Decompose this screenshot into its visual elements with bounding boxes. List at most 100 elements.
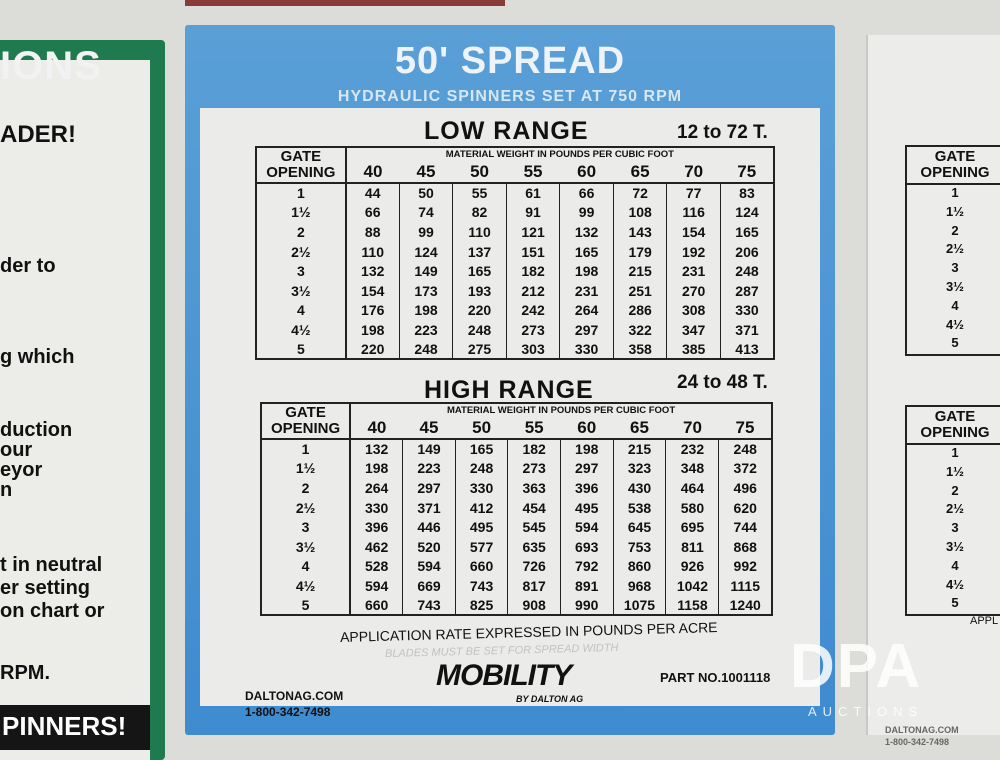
rate-cell: 198: [345, 320, 400, 340]
rate-cell: 165: [735, 223, 759, 240]
gate-opening-cell: 3½: [256, 280, 347, 301]
gate-opening-cell: 2½: [945, 241, 965, 257]
weight-column-header: 65: [613, 161, 667, 184]
material-weight-header: MATERIAL WEIGHT IN POUNDS PER CUBIC FOOT: [445, 149, 674, 160]
rate-cell: 330: [735, 302, 759, 319]
rate-cell: 396: [350, 517, 404, 537]
rate-cell: 496: [733, 479, 757, 496]
rate-cell: 743: [402, 595, 456, 616]
weight-column-header: 70: [665, 417, 719, 440]
rate-cell: 330: [559, 339, 614, 360]
rate-cell: 116: [666, 202, 721, 223]
table-row: 1 44 50 55 61 66 72 77 83: [256, 183, 774, 203]
rate-cell: 77: [666, 183, 721, 203]
rate-cell: 413: [735, 341, 759, 358]
rate-cell: 303: [506, 339, 561, 360]
rate-cell: 110: [452, 222, 507, 242]
gate-opening-cell: 4½: [256, 320, 347, 340]
gate-opening-cell: 3: [261, 517, 352, 537]
rate-cell: 330: [455, 478, 509, 498]
gate-opening-cell: 3: [951, 260, 959, 276]
weight-column-header: 75: [720, 161, 774, 184]
gate-opening-cell: 1: [951, 185, 959, 200]
rate-cell: 297: [402, 478, 456, 498]
rate-cell: 99: [399, 222, 454, 242]
gate-opening-cell: 4½: [261, 576, 352, 596]
website: DALTONAG.COM: [885, 725, 959, 735]
rate-cell: 251: [613, 280, 668, 301]
rate-cell: 61: [506, 183, 561, 203]
rate-cell: 154: [345, 280, 400, 301]
weight-column-header: 60: [559, 161, 614, 184]
material-weight-header: MATERIAL WEIGHT IN POUNDS PER CUBIC FOOT: [446, 405, 676, 416]
rate-cell: 83: [739, 185, 755, 202]
rate-cell: 165: [455, 439, 509, 459]
rate-cell: 121: [506, 222, 561, 242]
rate-cell: 192: [666, 241, 721, 262]
rate-cell: 132: [350, 439, 404, 459]
rate-cell: 55: [452, 183, 507, 203]
rate-cell: 371: [735, 321, 759, 338]
gate-opening-cell: 5: [256, 339, 347, 360]
left-sign-text: duction our eyor n: [0, 419, 73, 501]
left-sign-body: [0, 60, 150, 760]
weight-column-header: 40: [350, 417, 403, 440]
gate-opening-cell: 3: [951, 520, 959, 536]
left-sign-banner: PINNERS!: [0, 705, 150, 750]
rate-cell: 151: [506, 241, 561, 262]
gate-opening-cell: 1½: [256, 202, 347, 223]
table-row: 1½ 198 223 248 273 297 323 348 372: [261, 458, 772, 479]
rate-cell: 693: [560, 536, 614, 557]
rate-cell: 1158: [665, 595, 720, 616]
rate-cell: 137: [452, 241, 507, 262]
logo-bar: [436, 706, 626, 711]
gate-opening-cell: 4: [261, 556, 352, 577]
rate-cell: 220: [345, 339, 400, 360]
rate-cell: 669: [402, 576, 456, 596]
rate-cell: 193: [452, 280, 507, 301]
rate-cell: 110: [345, 241, 400, 262]
rate-cell: 520: [402, 536, 456, 557]
rate-cell: 430: [613, 478, 667, 498]
gate-opening-cell: 1: [261, 439, 352, 459]
rate-cell: 66: [345, 202, 400, 223]
rate-cell: 792: [560, 556, 614, 577]
watermark-subtext: AUCTIONS: [808, 704, 924, 719]
rate-cell: 50: [399, 183, 454, 203]
rate-cell: 538: [613, 497, 667, 518]
logo-text: MOBILITY: [436, 659, 572, 692]
rate-cell: 990: [560, 595, 614, 616]
rate-cell: 176: [345, 300, 400, 321]
rate-cell: 297: [560, 458, 614, 479]
rate-cell: 165: [559, 241, 614, 262]
gate-opening-cell: 2: [951, 482, 959, 498]
rate-cell: 594: [350, 576, 404, 596]
gate-opening-cell: 5: [951, 595, 959, 611]
rate-cell: 198: [559, 261, 614, 281]
rate-cell: 726: [507, 556, 561, 577]
table-row: 2 88 99 110 121 132 143 154 165: [256, 222, 774, 242]
table-row: 3 132 149 165 182 198 215 231 248: [256, 261, 774, 281]
rate-cell: 817: [507, 576, 561, 596]
table-row: 3½ 462 520 577 635 693 753 811 868: [261, 536, 772, 557]
rate-cell: 322: [613, 320, 668, 340]
rate-cell: 446: [402, 517, 456, 537]
rate-cell: 248: [452, 320, 507, 340]
gate-opening-cell: 4½: [945, 316, 965, 332]
rate-cell: 753: [613, 536, 667, 557]
left-sign-text: der to: [0, 255, 56, 277]
rate-cell: 372: [733, 460, 757, 477]
rate-cell: 412: [455, 497, 509, 518]
gate-opening-cell: 1½: [945, 203, 965, 219]
rate-cell: 248: [455, 458, 509, 479]
gate-opening-header: GATE OPENING: [256, 147, 347, 184]
rate-cell: 1042: [665, 576, 720, 596]
weight-column-header: 40: [345, 161, 400, 184]
gate-opening-cell: 3½: [945, 538, 965, 554]
right-gate-table-high: GATE OPENING 1 1½ 2 2½ 3 3½ 4 4½ 5: [905, 405, 1000, 617]
rate-cell: 108: [613, 202, 668, 223]
rate-cell: 124: [399, 241, 454, 262]
rate-cell: 223: [402, 458, 456, 479]
gate-opening-cell: 2: [256, 222, 347, 242]
weight-column-header: 45: [402, 417, 456, 440]
